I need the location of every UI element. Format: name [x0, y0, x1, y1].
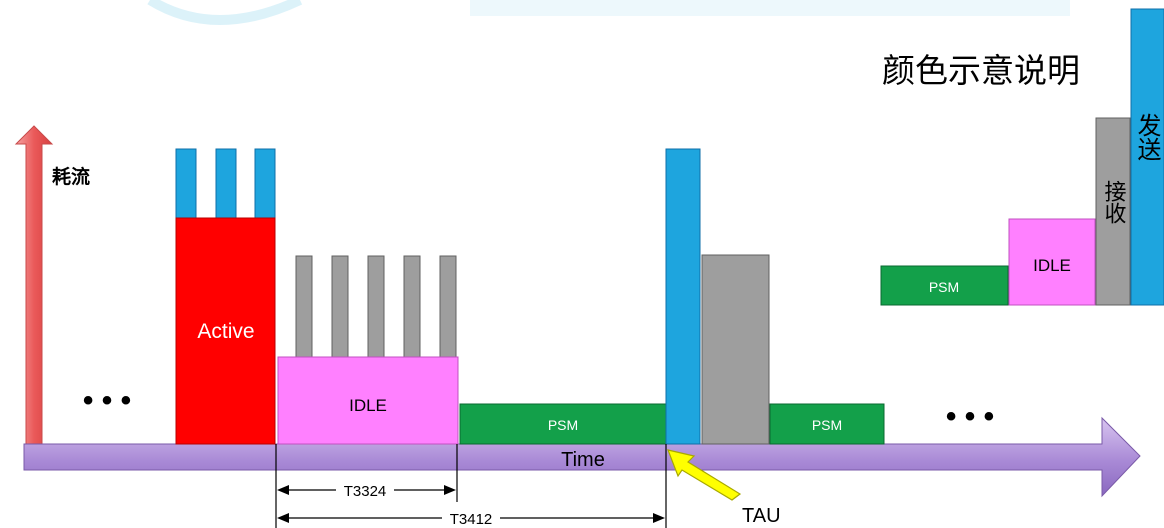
idle-label: IDLE — [349, 396, 387, 415]
legend: PSM IDLE 接收 发送 — [880, 8, 1164, 306]
t3412-label: T3412 — [450, 511, 493, 528]
send-pulse — [215, 148, 237, 219]
active-phase — [175, 148, 276, 445]
legend-idle-label: IDLE — [1033, 256, 1071, 275]
x-axis-label: Time — [561, 449, 605, 471]
active-label: Active — [197, 320, 254, 343]
t3412-arrow — [277, 513, 665, 523]
ellipsis-left: • • • — [83, 384, 131, 417]
watermark — [147, 0, 1070, 25]
time-axis — [23, 416, 1141, 498]
legend-psm-swatch — [880, 265, 1009, 306]
legend-receive-label: 接收 — [1101, 180, 1127, 224]
idle-phase — [277, 255, 459, 445]
tau-label: TAU — [742, 505, 781, 527]
legend-idle-swatch — [1008, 218, 1096, 306]
legend-send-label: 发送 — [1133, 113, 1161, 161]
power-axis — [14, 125, 54, 445]
t3324-label: T3324 — [344, 483, 387, 500]
legend-psm-label: PSM — [929, 279, 959, 295]
receive-pulse — [331, 255, 349, 358]
tau-send-pulse — [665, 148, 701, 445]
send-pulse — [254, 148, 276, 219]
t3324-arrow — [277, 485, 456, 495]
tau-receive-block — [701, 254, 770, 445]
ellipsis-right: • • • — [946, 400, 994, 433]
active-block — [175, 217, 276, 445]
receive-pulse — [295, 255, 313, 358]
psm-block-2 — [769, 403, 885, 445]
legend-title: 颜色示意说明 — [882, 51, 1080, 90]
receive-pulse — [403, 255, 421, 358]
timer-brackets — [275, 444, 667, 528]
tau-arrow-icon — [667, 449, 742, 501]
y-axis-label: 耗流 — [52, 165, 90, 188]
legend-receive-swatch — [1095, 117, 1131, 306]
idle-block — [277, 356, 459, 445]
psm-label-2: PSM — [812, 417, 842, 433]
legend-send-swatch — [1130, 8, 1164, 306]
psm-label-1: PSM — [548, 417, 578, 433]
send-pulse — [175, 148, 197, 219]
receive-pulse — [367, 255, 385, 358]
receive-pulse — [439, 255, 457, 358]
